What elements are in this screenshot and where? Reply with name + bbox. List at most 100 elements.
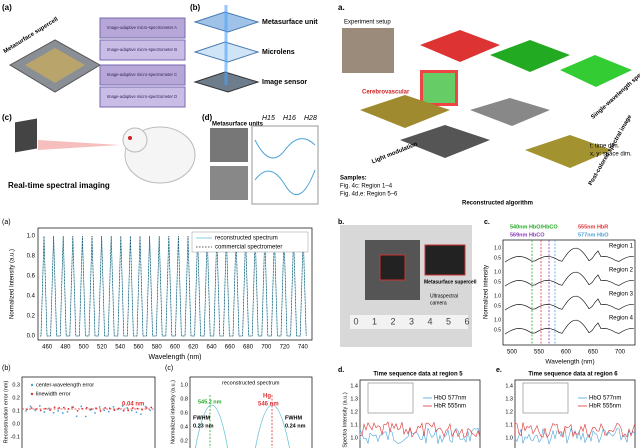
tick-label: 0.0 [12,421,20,427]
panel-label: c. [484,219,490,226]
error-dot [38,405,41,407]
legend-box [191,231,309,253]
label: Light modulation [371,141,419,165]
tick-label: 700 [261,345,272,351]
tick-label: 720 [280,345,291,351]
tick-label: 680 [243,345,254,351]
error-dot [150,406,153,409]
time-series [359,421,481,438]
tick-label: 1.0 [494,317,501,323]
label: 545.2 nm [198,399,222,405]
error-dot [61,412,64,414]
label: center-wavelength error [36,382,94,388]
camera-photo [340,225,472,347]
tick-label: 500 [507,350,518,356]
tick-label: 1.0 [494,293,501,299]
tick-label: 0.8 [180,396,188,402]
label: camera [430,300,447,306]
panel-label: (d) [202,113,213,122]
label: Image-adaptive micro-spectrometer D [107,94,177,99]
error-dot [43,411,46,413]
label: reconstructed spectrum [222,380,280,386]
peak-line [195,404,229,448]
error-dot [53,406,56,409]
time-series [514,421,636,439]
panel-label: d. [338,367,344,374]
error-dot [57,410,60,412]
error-dot [122,409,125,412]
tick-label: 640 [207,345,218,351]
plot-frame [21,376,156,448]
tick-label: 1.2 [505,409,513,415]
tick-label: 740 [298,345,309,351]
label: 0.23 nm [193,423,214,429]
error-dot [29,405,32,408]
tick-label: 0.1 [12,408,20,414]
legend-dot [30,392,34,396]
tick-label: 0.2 [27,314,36,320]
tick-label: 0.3 [12,382,20,388]
tick-label: 0.2 [180,438,188,444]
label: HbO 577nm [589,396,621,402]
tick-label: 480 [60,345,71,351]
tick-label: 0.5 [494,327,501,333]
error-dot [52,411,55,414]
label: reconstructed spectrum [215,236,278,242]
peak-line [255,404,290,448]
label: Experiment setup [344,20,391,26]
label: H28 [304,115,317,122]
error-dot [144,405,147,408]
panel-label: a. [338,3,345,12]
label: Wavelength (nm) [545,359,594,366]
label: Microlens [262,49,295,56]
label: Image-adaptive micro-spectrometer B [107,47,177,52]
plot-frame [37,227,313,341]
error-dot [34,409,37,412]
tick-label: 0.6 [27,274,36,280]
reference-line [40,235,307,337]
tick-label: 0.6 [180,410,188,416]
error-dot [112,405,115,408]
label: Real-time spectral imaging [8,181,110,190]
cube-art [342,28,632,168]
label: Ultraspectral [430,293,458,299]
tick-label: 0.4 [180,424,188,430]
label: Image sensor [262,79,307,86]
tick-label: -0.1 [11,434,20,440]
plot-frame [359,379,481,448]
tick-label: 1.0 [180,382,188,388]
tick-label: 0.0 [27,334,36,340]
panel-label: (a) [2,219,11,226]
label: Region 3 [609,292,634,298]
label: H16 [283,115,296,122]
time-series [359,427,481,445]
tick-label: 460 [42,345,53,351]
label: 555nm HbR [578,224,608,230]
label: 0 [353,316,358,326]
tick-label: 600 [561,350,572,356]
label: FWHM [193,415,211,421]
error-dot [90,408,93,411]
plot-frame [514,379,636,448]
error-dot [130,409,133,412]
label: HbR 555nm [434,404,466,410]
error-dot [76,409,79,412]
label: 577nm HbO [578,232,609,238]
label: 4 [427,316,432,326]
region-spectrum [504,271,635,287]
error-dot [75,415,78,418]
error-dot [62,406,65,409]
tick-label: 520 [97,345,108,351]
tick-label: 0.5 [494,255,501,261]
label: Image-adaptive micro-spectrometer C [107,72,177,77]
error-dot [98,406,101,408]
label: Cerebrovascular [362,90,410,96]
panel-label: (c) [165,365,173,372]
time-series [514,427,636,445]
label: HbO 577nm [434,396,466,402]
legend-dot [30,383,34,387]
tick-label: 1.0 [494,245,501,251]
tick-label: 0.5 [494,279,501,285]
label: Reconstructed algorithm [462,201,533,207]
